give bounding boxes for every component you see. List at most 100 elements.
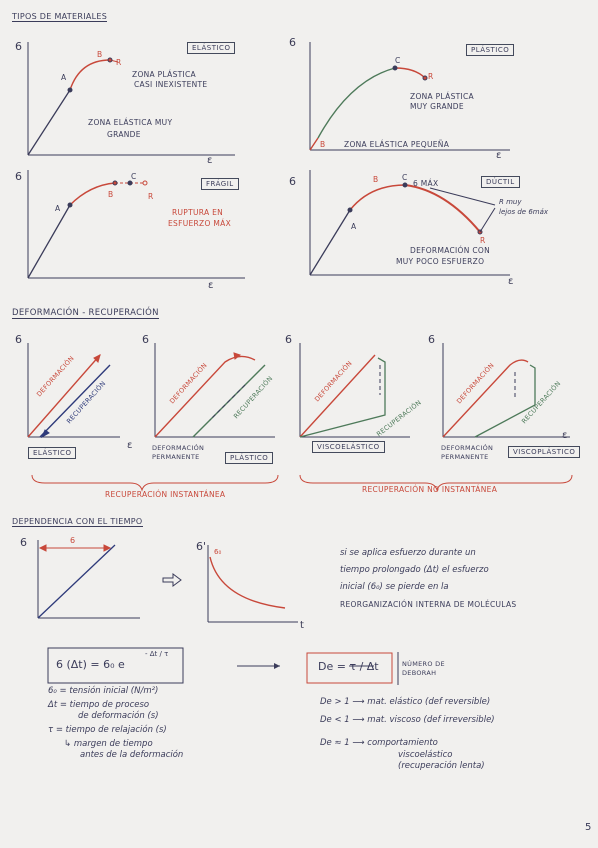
point-b-2: B [320, 140, 326, 149]
def-dt-b: de deformación (s) [78, 711, 159, 721]
deborah-formula: De = τ / Δt [318, 660, 379, 673]
sigma-span-label: 6 [70, 536, 76, 545]
de-lt-1: De < 1 ⟶ mat. viscoso (def irreversible) [320, 715, 495, 725]
arrow-right [162, 573, 182, 587]
time-plot-2 [207, 545, 298, 623]
time-plot-1 [37, 540, 140, 619]
ductil-def1: Deformación con [410, 246, 491, 255]
text-line-2: tiempo prolongado (Δt) el esfuerzo [340, 565, 489, 575]
ductil-note1: R muy [499, 198, 522, 206]
elastic-zone-plastic2: casi inexistente [134, 80, 208, 89]
point-a-1: A [61, 73, 67, 82]
plastic-zone-elastic: Zona elástica pequeña [344, 140, 450, 149]
fragil-note1: Ruptura en [172, 208, 224, 217]
section-title-deformacion: Deformación - recuperación [12, 308, 159, 319]
visco-recup-plot [299, 343, 410, 438]
ductil-note2: lejos de 6máx [499, 208, 549, 216]
point-c-2: C [395, 56, 401, 65]
box-elastico: Elástico [187, 42, 236, 54]
sigma-label-9: 6 [20, 536, 27, 549]
sigma-label-8: 6 [428, 333, 435, 346]
elastic-zone-elastic2: grande [107, 130, 141, 139]
section-title-tipos: Tipos de materiales [12, 12, 108, 22]
brace-not-instant [299, 474, 573, 492]
def-tau: τ = tiempo de relajación (s) [48, 725, 167, 735]
epsilon-label-4: ε [508, 276, 514, 287]
fragil-note2: esfuerzo máx [168, 219, 232, 228]
sigma-label-4: 6 [289, 175, 296, 188]
point-c-3: C [131, 172, 137, 181]
elastic-zone-elastic: Zona elástica muy [88, 118, 173, 127]
text-line-3: inicial (6₀) se pierde en la [340, 582, 449, 592]
def-perm1-a: Deformación [152, 444, 205, 452]
sigma-label-5: 6 [15, 333, 22, 346]
sigma-label-2: 6 [289, 36, 296, 49]
page-number: 5 [585, 822, 592, 833]
elastico-recup-plot [27, 343, 120, 439]
text-line-1: si se aplica esfuerzo durante un [340, 548, 476, 558]
def-perm2-b: permanente [441, 453, 489, 461]
box-viscoplastico: Viscoplástico [508, 446, 581, 458]
sigma-label-3: 6 [15, 170, 22, 183]
elastic-zone-plastic: Zona plástica [132, 70, 196, 79]
sigma-label-6: 6 [142, 333, 149, 346]
box-ductil: Dúctil [481, 176, 520, 188]
ductil-def2: muy poco esfuerzo [396, 257, 485, 266]
box-viscoelastico: Viscoelástico [312, 441, 385, 453]
de-approx-1: De ≈ 1 ⟶ comportamiento [320, 738, 438, 748]
t-label: t [300, 620, 304, 631]
box-fragil: Frágil [201, 178, 239, 190]
point-a-4: A [351, 222, 357, 231]
epsilon-label-5: ε [127, 440, 133, 451]
section-title-dependencia: Dependencia con el tiempo [12, 517, 143, 527]
formula-main: 6 (Δt) = 6₀ e [56, 658, 125, 671]
formula-exponent: - Δt / τ [145, 650, 169, 658]
brace-instant [31, 474, 279, 492]
box-plastico-2: Plástico [225, 452, 274, 464]
def-dt: Δt = tiempo de proceso [48, 700, 150, 710]
point-b-4: B [373, 175, 379, 184]
de-approx-1-c: (recuperación lenta) [398, 761, 485, 771]
point-c-4: C [402, 173, 408, 182]
plastic-plot [309, 42, 510, 151]
recup-no-instantanea: Recuperación no instantánea [362, 485, 498, 494]
def-perm1-b: Deformación [441, 444, 494, 452]
fragil-plot [27, 170, 245, 279]
box-elastico-2: Elástico [28, 447, 77, 459]
epsilon-label-8: ε [562, 430, 568, 441]
box-plastico: Plástico [466, 44, 515, 56]
de-approx-1-b: viscoelástico [398, 750, 453, 760]
plastic-zone-plastic2: muy grande [410, 102, 464, 111]
sigma-label-10: 6' [196, 540, 207, 553]
elastic-plot [27, 42, 235, 156]
plastico-recup-plot [154, 343, 275, 438]
epsilon-label-1: ε [207, 155, 213, 166]
sigma-label-1: 6 [15, 40, 22, 53]
de-gt-1: De > 1 ⟶ mat. elástico (def reversible) [320, 697, 491, 707]
def-tau-note: ↳ margen de tiempo [64, 739, 153, 749]
def-tau-note-b: antes de la deformación [80, 750, 184, 760]
point-r-4: R [480, 236, 486, 245]
point-b-3: B [108, 190, 114, 199]
viscoplast-recup-plot [442, 343, 570, 438]
def-sigma0: 6₀ = tensión inicial (N/m²) [48, 686, 159, 696]
text-line-4: reorganización interna de moléculas [340, 600, 517, 609]
point-r-3: R [148, 192, 154, 201]
recup-instantanea: Recuperación instantánea [105, 490, 226, 499]
def-perm2-a: permanente [152, 453, 200, 461]
point-a-3: A [55, 204, 61, 213]
deborah-label-2: Deborah [402, 669, 437, 677]
ductil-plot [309, 170, 510, 276]
point-r-1: R [116, 58, 122, 67]
sigma0-label: 6₀ [214, 548, 222, 556]
epsilon-label-2: ε [496, 150, 502, 161]
sigma-label-7: 6 [285, 333, 292, 346]
ductil-sigma-max: 6 máx [413, 179, 439, 188]
point-r-2: R [428, 72, 434, 81]
epsilon-label-3: ε [208, 280, 214, 291]
point-b-1: B [97, 50, 103, 59]
deborah-label-1: número de [402, 660, 445, 668]
plastic-zone-plastic: Zona plástica [410, 92, 474, 101]
